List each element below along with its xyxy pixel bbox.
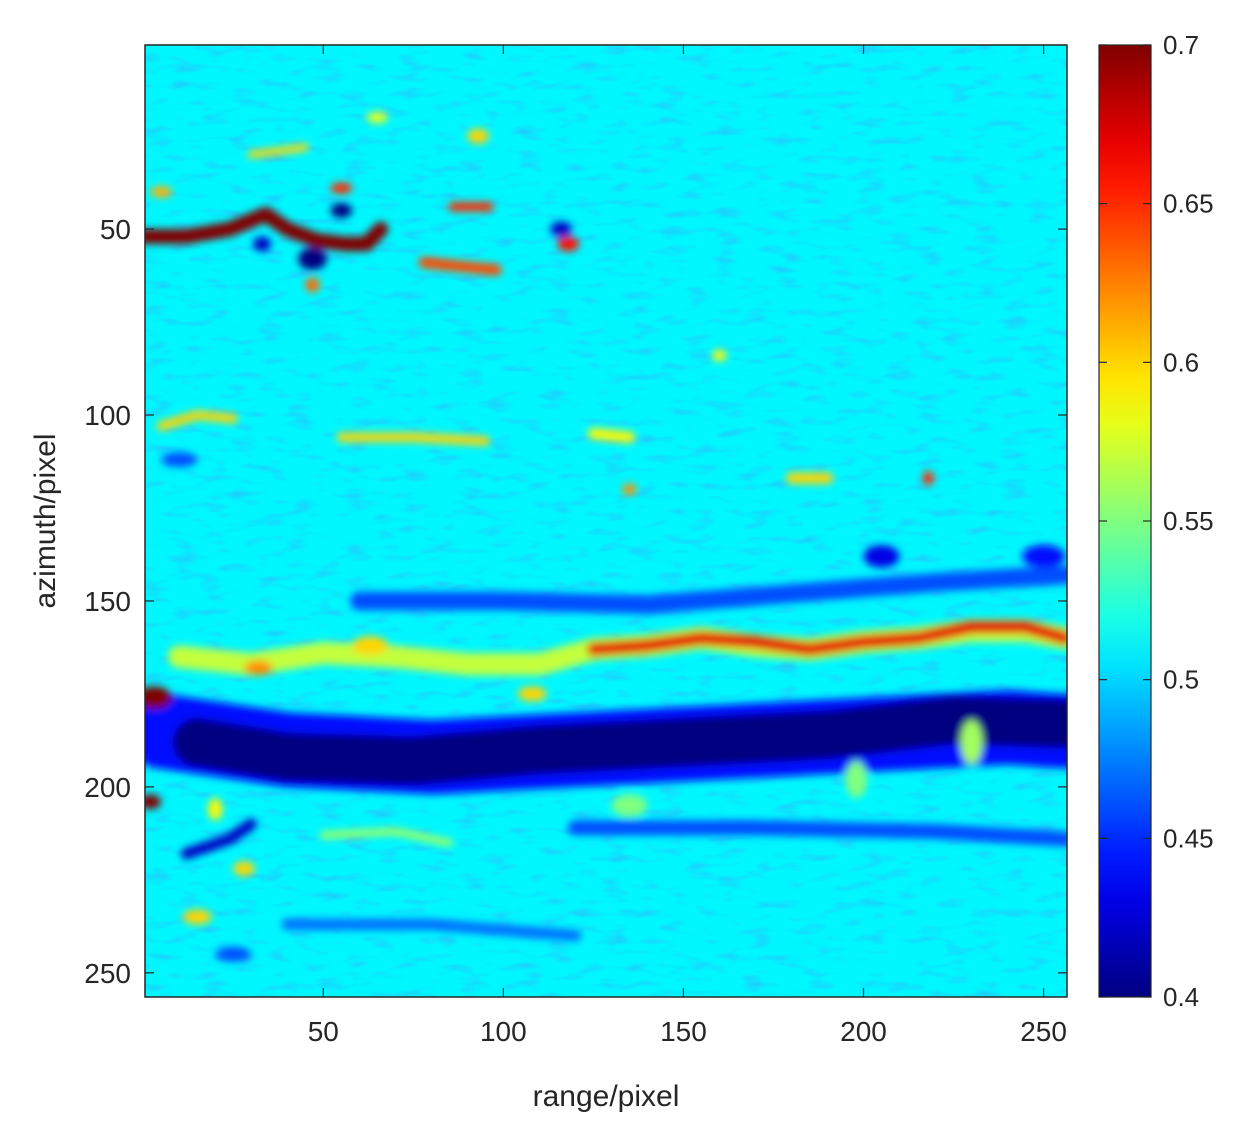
colorbar <box>1098 44 1152 998</box>
x-tick-label-3: 200 <box>840 1016 887 1047</box>
heatmap-feature-blob-23 <box>557 236 579 252</box>
heatmap-plot-area <box>145 45 1067 997</box>
x-tick-label-0: 50 <box>308 1016 339 1047</box>
heatmap-feature-blob-24 <box>550 221 572 237</box>
heatmap-feature-stroke-16 <box>180 818 257 860</box>
y-tick-label-3: 200 <box>84 772 131 803</box>
colorbar-tick-label-4: 0.6 <box>1163 347 1199 377</box>
heatmap-feature-blob-30 <box>863 545 900 568</box>
heatmap-feature-blob-27 <box>712 349 727 362</box>
heatmap-feature-blob-22 <box>253 236 272 252</box>
x-tick-label-4: 250 <box>1020 1016 1067 1047</box>
heatmap-feature-stroke-5 <box>336 432 490 446</box>
heatmap-feature-stroke-6 <box>587 428 636 443</box>
x-tick-label-2: 150 <box>660 1016 707 1047</box>
heatmap-feature-blob-40 <box>233 861 255 877</box>
heatmap-feature-stroke-15 <box>281 918 582 942</box>
y-tick-label-4: 250 <box>84 958 131 989</box>
heatmap-feature-blob-44 <box>611 794 648 817</box>
heatmap-texture <box>145 45 1067 997</box>
colorbar-tick-label-0: 0.4 <box>1163 982 1199 1012</box>
heatmap-feature-blob-18 <box>145 794 162 810</box>
colorbar-tick-label-2: 0.5 <box>1163 665 1199 695</box>
heatmap-feature-blob-29 <box>922 470 934 486</box>
heatmap-feature-stroke-4 <box>156 410 238 431</box>
heatmap-feature-blob-42 <box>960 720 983 765</box>
heatmap-feature-stroke-0 <box>145 206 389 252</box>
heatmap-features <box>145 111 1067 962</box>
heatmap-feature-blob-20 <box>330 203 353 218</box>
heatmap-feature-blob-31 <box>1022 545 1066 568</box>
colorbar-ticks: 0.4 0.45 0.5 0.55 0.6 0.65 0.7 <box>1099 30 1214 1012</box>
heatmap-feature-stroke-12 <box>173 695 1067 786</box>
heatmap-feature-stroke-3 <box>247 143 309 159</box>
heatmap-feature-blob-43 <box>845 760 868 799</box>
heatmap-feature-blob-25 <box>305 277 320 293</box>
heatmap-feature-blob-21 <box>330 182 353 194</box>
heatmap-feature-stroke-9 <box>586 620 1067 656</box>
y-axis-ticks: 50 100 150 200 250 <box>84 214 1067 989</box>
colorbar-tick-label-1: 0.45 <box>1163 823 1214 853</box>
heatmap-feature-blob-38 <box>366 111 389 124</box>
heatmap-feature-blob-36 <box>244 660 273 676</box>
plot-frame <box>144 44 1068 998</box>
heatmap-feature-stroke-1 <box>418 256 502 276</box>
x-tick-label-1: 100 <box>480 1016 527 1047</box>
y-axis-label: azimuth/pixel <box>29 433 62 608</box>
heatmap-feature-blob-41 <box>208 798 223 821</box>
y-tick-label-2: 150 <box>84 586 131 617</box>
x-axis-ticks: 50 100 150 200 250 <box>308 45 1067 1047</box>
heatmap-feature-blob-28 <box>622 483 637 495</box>
colorbar-tick-label-6: 0.7 <box>1163 30 1199 60</box>
y-tick-label-0: 50 <box>100 214 131 245</box>
heatmap-feature-blob-35 <box>352 636 389 655</box>
heatmap-feature-blob-17 <box>145 686 172 709</box>
x-axis-label: range/pixel <box>533 1080 680 1113</box>
heatmap-feature-blob-33 <box>182 909 212 925</box>
colorbar-tick-label-3: 0.55 <box>1163 506 1214 536</box>
heatmap-feature-blob-26 <box>467 128 489 144</box>
heatmap-feature-blob-37 <box>150 186 172 198</box>
heatmap-feature-stroke-13 <box>349 565 1067 615</box>
heatmap-feature-stroke-10 <box>319 827 453 847</box>
heatmap-feature-blob-34 <box>517 686 547 702</box>
colorbar-tick-label-5: 0.65 <box>1163 189 1214 219</box>
heatmap-feature-blob-39 <box>161 452 198 467</box>
heatmap-feature-stroke-14 <box>567 820 1067 847</box>
heatmap-feature-blob-32 <box>215 946 252 962</box>
heatmap-feature-blob-19 <box>298 247 327 270</box>
y-tick-label-1: 100 <box>84 400 131 431</box>
